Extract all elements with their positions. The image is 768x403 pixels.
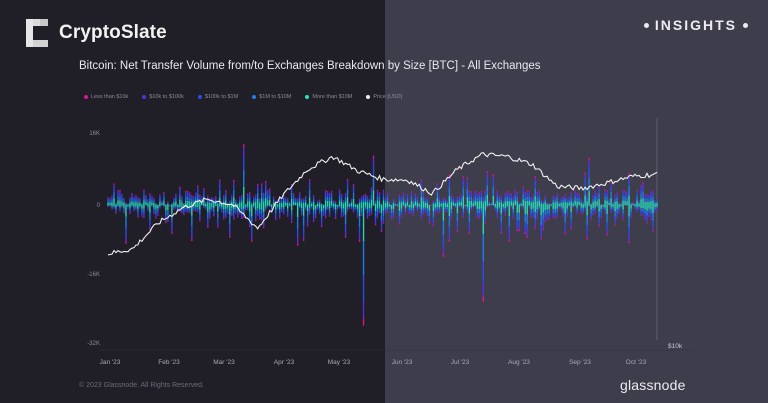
legend-label: Less than $10k [91, 94, 129, 100]
legend-swatch-icon [252, 95, 257, 99]
x-tick-label: Aug '23 [508, 359, 530, 366]
legend-swatch-icon [142, 95, 147, 99]
legend-label: $10k to $100k [149, 94, 184, 100]
legend-item[interactable]: Price [USD] [366, 94, 402, 100]
y-tick-label: 16K [89, 131, 100, 137]
x-tick-label: Apr '23 [274, 359, 295, 366]
legend-item[interactable]: More than $10M [305, 94, 352, 100]
y-tick-label: -16K [87, 272, 100, 278]
legend-label: More than $10M [312, 94, 353, 100]
right-axis-label: $10k [668, 343, 683, 350]
glassnode-logo: glassnode [620, 377, 686, 393]
brand-name: CryptoSlate [59, 22, 167, 43]
bullet-icon [743, 22, 748, 28]
legend-item[interactable]: $100k to $1M [197, 94, 239, 100]
x-tick-label: Sep '23 [569, 359, 591, 366]
x-tick-label: Oct '23 [626, 359, 647, 366]
x-tick-label: Jan '23 [100, 359, 121, 366]
legend-swatch-icon [305, 95, 310, 99]
chart-legend: Less than $10k $10k to $100k $100k to $1M $… [84, 94, 402, 100]
legend-swatch-icon [197, 95, 202, 99]
y-tick-label: 0 [97, 203, 101, 209]
x-tick-label: Feb '23 [158, 359, 180, 366]
x-tick-label: Jul '23 [451, 359, 470, 366]
legend-swatch-icon [84, 95, 88, 99]
cryptoslate-logo-icon [26, 19, 48, 47]
x-tick-label: May '23 [328, 359, 351, 366]
legend-item[interactable]: $10k to $100k [142, 94, 184, 100]
bar-series [107, 144, 658, 326]
insights-label: INSIGHTS [654, 17, 737, 33]
chart-title: Bitcoin: Net Transfer Volume from/to Exc… [79, 60, 541, 72]
legend-item[interactable]: Less than $10k [84, 94, 128, 100]
insights-badge: INSIGHTS [643, 17, 748, 33]
legend-item[interactable]: $1M to $10M [252, 94, 291, 100]
x-tick-label: Jun '23 [392, 359, 413, 366]
price-line [107, 151, 658, 256]
legend-label: $100k to $1M [204, 94, 239, 100]
y-tick-label: -32K [87, 341, 100, 347]
copyright-text: © 2023 Glassnode. All Rights Reserved. [79, 382, 205, 389]
legend-label: Price [USD] [373, 94, 403, 100]
brand-logo: CryptoSlate [26, 19, 167, 47]
x-tick-label: Mar '23 [213, 359, 235, 366]
legend-swatch-icon [366, 95, 371, 99]
bullet-icon [643, 22, 649, 28]
legend-label: $1M to $10M [259, 94, 292, 100]
